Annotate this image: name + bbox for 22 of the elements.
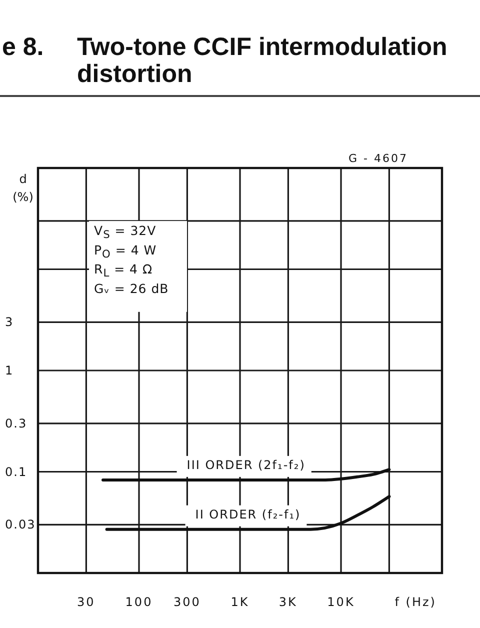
- text: G - 4607: [348, 152, 408, 165]
- annotation: V$_{S}$ = 32V: [94, 223, 156, 242]
- y-axis-title: d (%): [12, 172, 34, 204]
- x-tick-label: 300: [173, 595, 201, 609]
- y-tick-label: 0.3: [5, 416, 28, 430]
- annotation: P$_{O}$ = 4 W: [94, 242, 157, 260]
- x-tick-label: 100: [125, 595, 153, 609]
- x-tick-label: 30: [77, 595, 96, 609]
- series-label: III ORDER (2f₁-f₂): [186, 458, 306, 472]
- y-tick-label: 1: [5, 364, 14, 378]
- y-tick-label: 3: [5, 315, 14, 330]
- annotation: R$_{L}$ = 4 Ω: [94, 262, 153, 280]
- series-label: II ORDER (f₂-f₁): [195, 507, 301, 522]
- text: e 8.: [2, 33, 44, 61]
- y-tick-label: 0.1: [5, 464, 28, 479]
- x-axis-title: f (Hz): [394, 595, 436, 609]
- x-tick-label: 10K: [327, 595, 355, 609]
- x-tick-label: 3K: [278, 595, 298, 609]
- x-tick-label: 1K: [230, 595, 250, 609]
- y-tick-label: 0.03: [5, 518, 36, 532]
- chart-title: Two-tone CCIF intermodulation distortion: [77, 33, 448, 88]
- annotation: Gᵥ = 26 dB: [94, 280, 169, 296]
